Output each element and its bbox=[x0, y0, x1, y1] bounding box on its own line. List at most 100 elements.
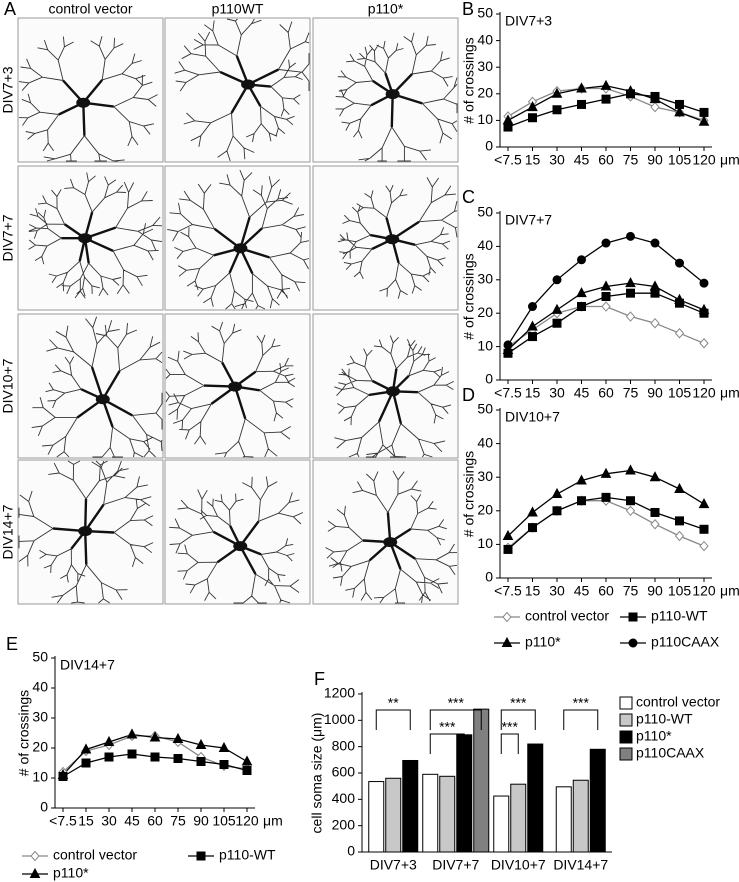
y-tick-label: 10 bbox=[32, 769, 48, 785]
y-axis-label: cell soma size (μm) bbox=[309, 713, 325, 834]
marker bbox=[650, 101, 660, 113]
x-tick-label: 60 bbox=[598, 385, 614, 401]
significance-bracket bbox=[563, 709, 599, 730]
dendrite bbox=[28, 172, 163, 299]
soma bbox=[233, 541, 248, 552]
x-tick-label: 45 bbox=[574, 385, 590, 401]
significance-label: *** bbox=[510, 695, 527, 711]
panel-label: B bbox=[462, 0, 474, 19]
marker bbox=[576, 474, 587, 485]
marker bbox=[649, 93, 661, 104]
x-tick-label: <7.5 bbox=[49, 813, 77, 829]
significance-label: *** bbox=[448, 695, 465, 711]
marker bbox=[527, 506, 538, 517]
x-tick-label: 60 bbox=[147, 813, 163, 829]
marker bbox=[600, 467, 612, 478]
significance-bracket bbox=[500, 709, 536, 730]
legend-label: control vector bbox=[53, 847, 137, 863]
dendrite bbox=[213, 216, 270, 275]
y-tick-label: 0 bbox=[485, 371, 493, 387]
dendrite bbox=[212, 520, 262, 575]
x-tick-label: 75 bbox=[623, 583, 639, 599]
marker bbox=[219, 760, 229, 769]
marker bbox=[699, 540, 709, 552]
x-tick-label: 120 bbox=[235, 813, 259, 829]
x-tick-label: 30 bbox=[549, 152, 565, 168]
y-tick-label: 40 bbox=[477, 237, 493, 253]
bar bbox=[385, 777, 402, 853]
marker bbox=[552, 318, 562, 328]
marker bbox=[576, 82, 587, 93]
significance-label: *** bbox=[573, 695, 590, 711]
micrograph bbox=[312, 459, 459, 605]
marker bbox=[650, 507, 660, 517]
panel-label: F bbox=[314, 669, 325, 689]
x-tick-label: <7.5 bbox=[494, 152, 522, 168]
marker bbox=[674, 106, 685, 117]
legend-swatch bbox=[619, 730, 633, 744]
soma bbox=[385, 89, 400, 100]
x-tick-label: 75 bbox=[623, 152, 639, 168]
dendrite bbox=[18, 460, 154, 604]
y-axis-label: # of crossings bbox=[461, 37, 477, 123]
y-tick-label: 600 bbox=[332, 764, 356, 780]
y-tick-label: 20 bbox=[477, 85, 493, 101]
row-label: DIV7+3 bbox=[0, 66, 16, 113]
marker bbox=[601, 238, 611, 248]
y-tick-label: 40 bbox=[477, 31, 493, 47]
y-axis-label: # of crossings bbox=[461, 253, 477, 339]
y-tick-label: 20 bbox=[32, 739, 48, 755]
marker bbox=[503, 544, 513, 554]
marker bbox=[576, 287, 587, 298]
y-tick-label: 50 bbox=[477, 204, 493, 220]
x-tick-label: 15 bbox=[525, 583, 541, 599]
y-tick-label: 50 bbox=[477, 401, 493, 417]
bar bbox=[402, 759, 419, 853]
y-tick-label: 30 bbox=[32, 709, 48, 725]
x-tick-label: 120 bbox=[692, 152, 716, 168]
marker bbox=[698, 498, 710, 509]
marker bbox=[601, 292, 611, 301]
soma bbox=[78, 526, 93, 537]
marker bbox=[577, 99, 586, 109]
marker bbox=[699, 107, 709, 117]
x-tick-label: DIV7+7 bbox=[432, 857, 479, 873]
neuron bbox=[31, 316, 163, 458]
marker bbox=[551, 87, 563, 98]
marker bbox=[196, 851, 206, 861]
marker bbox=[503, 340, 513, 350]
x-tick-label: <7.5 bbox=[494, 583, 522, 599]
neuron bbox=[28, 172, 163, 299]
marker bbox=[551, 303, 563, 314]
y-tick-label: 0 bbox=[40, 799, 48, 815]
panel-label: A bbox=[4, 0, 16, 19]
y-tick-label: 0 bbox=[485, 569, 493, 585]
marker bbox=[552, 105, 562, 115]
dendrite bbox=[169, 476, 304, 604]
dendrite bbox=[165, 321, 296, 458]
marker bbox=[149, 731, 161, 742]
subtitle: DIV7+7 bbox=[505, 212, 552, 228]
marker bbox=[628, 612, 638, 622]
marker bbox=[601, 492, 611, 502]
bar bbox=[368, 781, 385, 853]
marker bbox=[502, 611, 512, 623]
marker bbox=[527, 101, 538, 112]
marker bbox=[218, 741, 230, 752]
legend-label: p110* bbox=[636, 728, 672, 744]
neuron bbox=[174, 18, 310, 162]
x-tick-label: <7.5 bbox=[494, 385, 522, 401]
x-tick-label: 30 bbox=[549, 385, 565, 401]
subtitle: DIV14+7 bbox=[60, 657, 115, 673]
marker bbox=[502, 114, 514, 125]
marker bbox=[527, 320, 538, 331]
bar bbox=[493, 795, 510, 853]
neuron bbox=[165, 321, 296, 458]
marker bbox=[699, 524, 709, 534]
legend-label: p110-WT bbox=[219, 847, 276, 863]
bar bbox=[572, 779, 589, 853]
x-tick-label: DIV14+7 bbox=[553, 857, 608, 873]
x-tick-label: 105 bbox=[668, 583, 692, 599]
y-tick-label: 30 bbox=[477, 468, 493, 484]
